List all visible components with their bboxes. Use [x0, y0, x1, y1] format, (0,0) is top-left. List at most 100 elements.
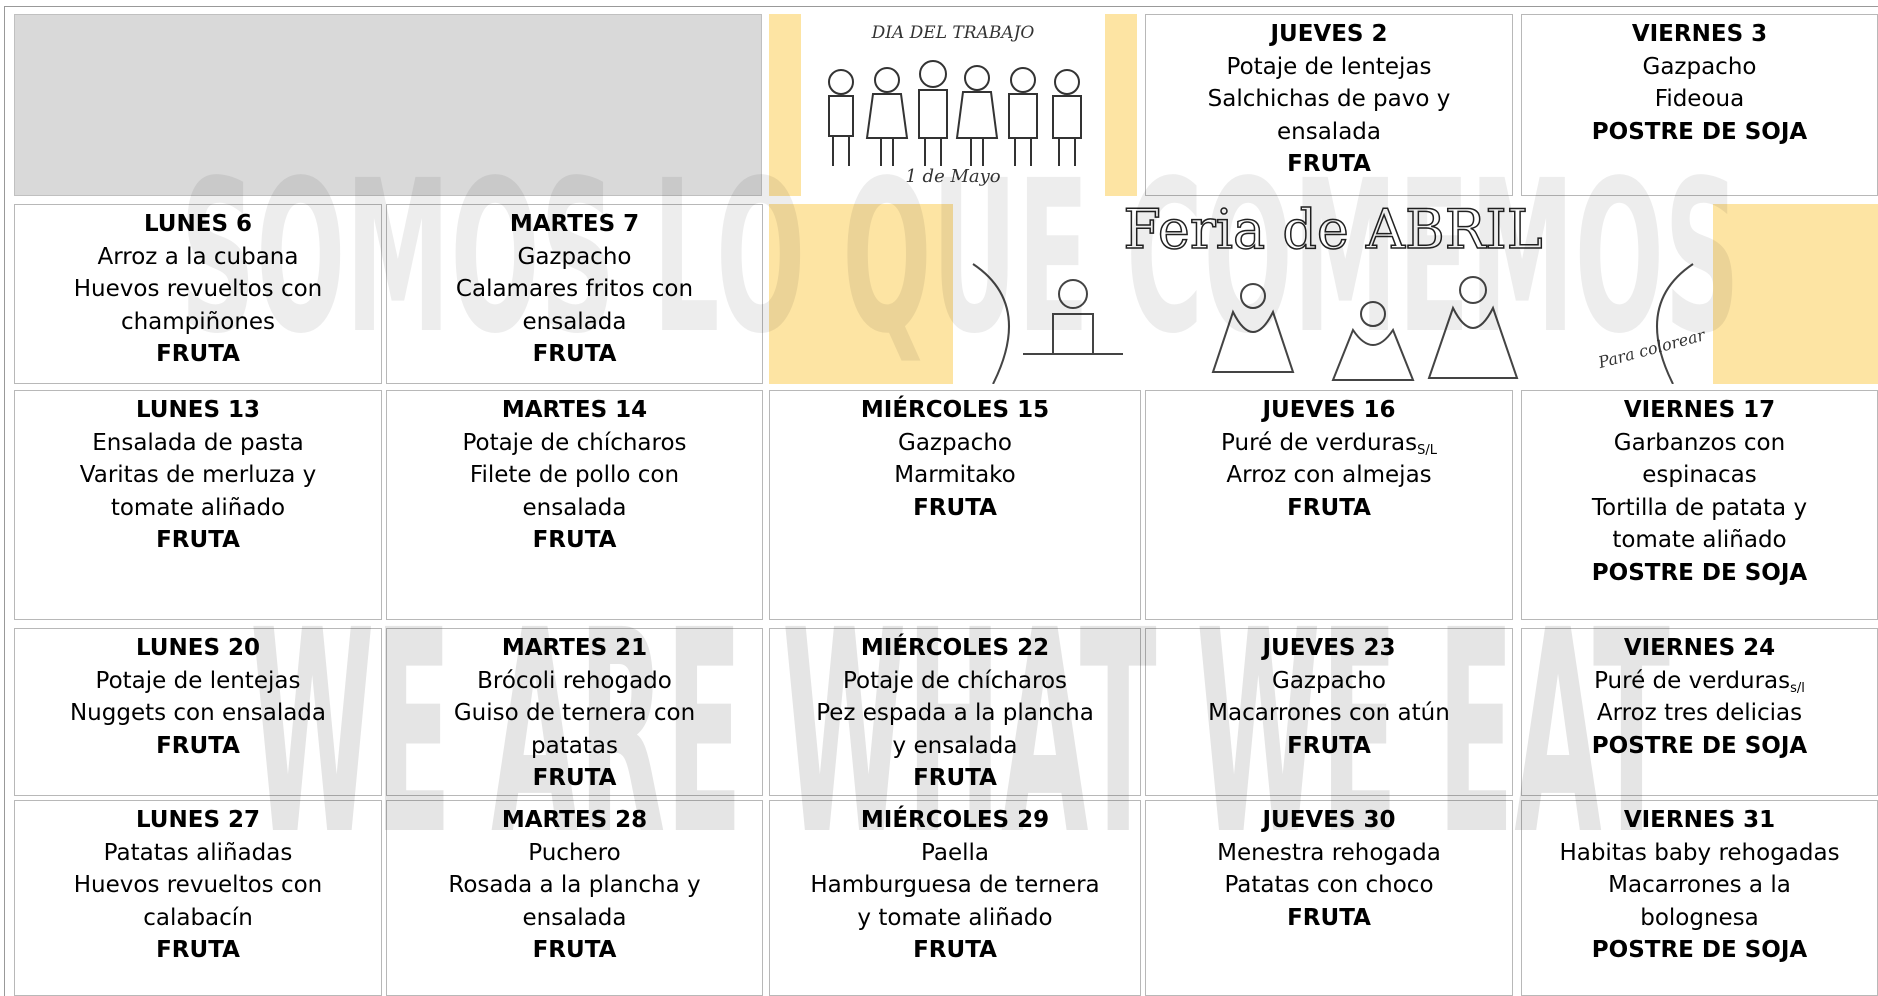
dish: Filete de pollo con: [469, 462, 680, 488]
dessert: FRUTA: [1287, 151, 1371, 177]
menu-cell: VIERNES 31 Habitas baby rehogadas Macarron…: [1521, 800, 1878, 996]
image-area: DIA DEL TRABAJO 1 de Mayo: [801, 14, 1105, 196]
dessert: FRUTA: [156, 732, 240, 759]
dish: ensalada: [522, 308, 627, 335]
day-label: MARTES 14: [501, 397, 648, 423]
image-note: Para colorear: [1595, 325, 1708, 372]
dish: Tortilla de patata y: [1591, 494, 1808, 521]
dish: Gazpacho: [1642, 53, 1757, 80]
dish-note: S/L: [1417, 442, 1437, 458]
dish: Potaje de lentejas: [95, 667, 301, 694]
dish: Paella: [921, 839, 989, 866]
menu-cell: LUNES 6 Arroz a la cubana Huevos revueltos…: [14, 204, 382, 384]
dish: ensalada: [1277, 118, 1381, 145]
dish: Garbanzos con: [1613, 429, 1786, 456]
dish: espinacas: [1642, 462, 1757, 488]
day-label: JUEVES 2: [1270, 21, 1388, 47]
dessert: FRUTA: [532, 937, 617, 963]
dish: Ensalada de pasta: [92, 429, 304, 456]
menu-cell: MIÉRCOLES 15 Gazpacho Marmitako FRUTA: [769, 390, 1141, 620]
day-label: LUNES 20: [135, 635, 261, 661]
dish: Huevos revueltos con: [73, 276, 323, 302]
day-label: JUEVES 16: [1262, 397, 1396, 423]
dish: ensalada: [522, 494, 627, 521]
menu-cell: JUEVES 23 Gazpacho Macarrones con atún FRUT…: [1145, 628, 1513, 796]
dish-text: Puré de verduras: [1594, 667, 1791, 694]
day-label: VIERNES 3: [1631, 21, 1768, 47]
dish: calabacín: [143, 904, 253, 931]
figures: [828, 60, 1082, 166]
image-area: Feria de ABRIL Para colorear: [953, 197, 1713, 385]
figures: [972, 263, 1694, 385]
menu-cell: MARTES 28 Puchero Rosada a la plancha y ens…: [386, 800, 763, 996]
dish: ensalada: [522, 904, 627, 931]
feria-image: Feria de ABRIL Para colorear: [769, 197, 1878, 385]
dessert: FRUTA: [532, 527, 617, 553]
dessert: POSTRE DE SOJA: [1591, 559, 1808, 586]
menu-cell: MIÉRCOLES 29 Paella Hamburguesa de ternera…: [769, 800, 1141, 996]
dish: patatas: [531, 732, 618, 759]
dessert: FRUTA: [532, 765, 617, 791]
dish: Macarrones a la: [1608, 872, 1791, 898]
dish: y tomate aliñado: [857, 904, 1053, 931]
dish: Pez espada a la plancha: [816, 700, 1094, 726]
dish-note: s/l: [1790, 680, 1805, 696]
dish: champiñones: [120, 308, 276, 335]
day-label: LUNES 13: [135, 397, 261, 423]
dessert: FRUTA: [156, 341, 240, 367]
dish: tomate aliñado: [110, 494, 286, 521]
menu-cell: VIERNES 3 Gazpacho Fideoua POSTRE DE SOJA: [1521, 14, 1878, 196]
menu-cell: JUEVES 30 Menestra rehogada Patatas con ch…: [1145, 800, 1513, 996]
dia-del-trabajo-image: DIA DEL TRABAJO 1 de Mayo: [769, 14, 1137, 196]
dessert: POSTRE DE SOJA: [1591, 937, 1808, 963]
dish: Patatas aliñadas: [103, 839, 293, 866]
dish: Calamares fritos con: [455, 276, 694, 302]
menu-cell: JUEVES 2 Potaje de lentejas Salchichas de …: [1145, 14, 1513, 196]
dish: Potaje de chícharos: [842, 667, 1068, 694]
day-label: MIÉRCOLES 22: [860, 635, 1050, 661]
day-label: MARTES 28: [501, 807, 648, 833]
dessert: POSTRE DE SOJA: [1591, 732, 1808, 759]
dessert: POSTRE DE SOJA: [1591, 118, 1808, 145]
dish: Gazpacho: [1272, 667, 1386, 694]
day-label: VIERNES 24: [1623, 635, 1776, 661]
dish: Nuggets con ensalada: [69, 700, 327, 726]
dessert: FRUTA: [532, 341, 617, 367]
image-date: 1 de Mayo: [905, 166, 1000, 187]
dish: tomate aliñado: [1612, 527, 1787, 553]
dessert: FRUTA: [156, 937, 240, 963]
dish: Arroz a la cubana: [97, 243, 299, 270]
dish: Marmitako: [894, 462, 1016, 488]
dish: bolognesa: [1640, 904, 1759, 931]
day-label: JUEVES 30: [1262, 807, 1396, 833]
menu-cell: MIÉRCOLES 22 Potaje de chícharos Pez espad…: [769, 628, 1141, 796]
dessert: FRUTA: [913, 937, 997, 963]
day-label: LUNES 6: [143, 211, 253, 237]
dish: Macarrones con atún: [1208, 700, 1450, 726]
dish: Puré de verdurass/l: [1522, 665, 1877, 698]
menu-cell: MARTES 21 Brócoli rehogado Guiso de terner…: [386, 628, 763, 796]
dish: Gazpacho: [898, 429, 1012, 456]
drawing: Feria de ABRIL Para colorear: [972, 197, 1708, 385]
dish: Potaje de chícharos: [462, 429, 687, 456]
menu-cell: MARTES 14 Potaje de chícharos Filete de po…: [386, 390, 763, 620]
dish: Arroz con almejas: [1226, 462, 1432, 488]
dish: Hamburguesa de ternera: [810, 872, 1100, 898]
dessert: FRUTA: [913, 765, 997, 791]
image-title: DIA DEL TRABAJO: [871, 23, 1035, 43]
dish: Rosada a la plancha y: [448, 872, 701, 898]
dessert: FRUTA: [913, 494, 997, 521]
dessert: FRUTA: [1287, 904, 1371, 931]
menu-cell: VIERNES 17 Garbanzos con espinacas Tortilla…: [1521, 390, 1878, 620]
dish: Brócoli rehogado: [477, 667, 672, 694]
dish: Habitas baby rehogadas: [1559, 839, 1840, 866]
menu-cell: LUNES 27 Patatas aliñadas Huevos revueltos…: [14, 800, 382, 996]
drawing: DIA DEL TRABAJO 1 de Mayo: [828, 23, 1082, 187]
day-label: JUEVES 23: [1262, 635, 1396, 661]
day-label: MIÉRCOLES 29: [860, 807, 1050, 833]
dish: y ensalada: [892, 732, 1018, 759]
dish: Varitas de merluza y: [79, 462, 317, 488]
day-label: MARTES 21: [501, 635, 648, 661]
dessert: FRUTA: [156, 527, 240, 553]
